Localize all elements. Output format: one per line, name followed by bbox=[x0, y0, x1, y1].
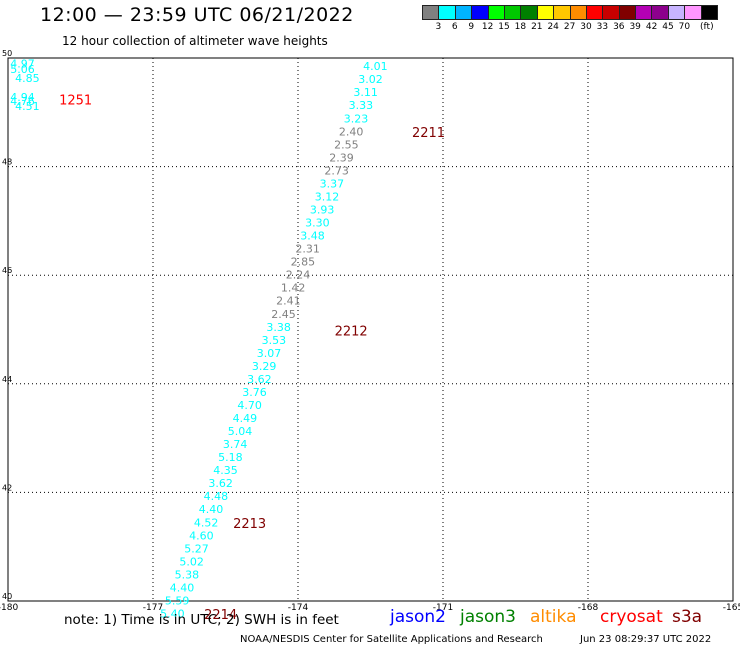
swh-value: 2.45 bbox=[271, 308, 296, 321]
pass-time-label: 2212 bbox=[335, 325, 368, 340]
swh-value: 3.76 bbox=[242, 386, 267, 399]
swh-value: 4.60 bbox=[189, 529, 214, 542]
swh-value: 1.42 bbox=[281, 282, 306, 295]
swh-value: 2.40 bbox=[339, 125, 364, 138]
swh-value: 4.48 bbox=[204, 490, 229, 503]
x-tick-label: -177 bbox=[143, 603, 163, 613]
swh-value: 5.38 bbox=[175, 568, 200, 581]
swh-value: 3.23 bbox=[344, 112, 369, 125]
colorbar-label: 36 bbox=[613, 22, 625, 32]
x-tick-label: -174 bbox=[288, 603, 309, 613]
swh-value: 3.93 bbox=[310, 203, 335, 216]
swh-value: 2.85 bbox=[291, 256, 316, 269]
swh-value: 5.59 bbox=[165, 594, 190, 607]
swh-value: 5.06 bbox=[10, 63, 35, 76]
y-tick-label: 48 bbox=[2, 158, 12, 167]
swh-value: 4.70 bbox=[237, 399, 262, 412]
footnote: note: 1) Time is in UTC; 2) SWH is in fe… bbox=[64, 612, 339, 628]
generated-timestamp: Jun 23 08:29:37 UTC 2022 bbox=[580, 634, 712, 645]
swh-value: 3.62 bbox=[247, 373, 272, 386]
y-tick-label: 50 bbox=[2, 49, 12, 58]
colorbar-label: 27 bbox=[563, 22, 576, 32]
swh-value: 3.11 bbox=[353, 86, 378, 99]
colorbar-label: 30 bbox=[580, 22, 592, 32]
swh-value: 3.53 bbox=[262, 334, 287, 347]
colorbar-label: 15 bbox=[498, 22, 510, 32]
credit-line: NOAA/NESDIS Center for Satellite Applica… bbox=[240, 634, 543, 645]
swh-value: 3.37 bbox=[320, 177, 345, 190]
swh-value: 5.02 bbox=[179, 555, 204, 568]
swh-value: 5.40 bbox=[160, 607, 185, 620]
swh-value: 4.94 bbox=[10, 91, 35, 104]
x-tick-label: -180 bbox=[0, 603, 18, 613]
swh-value: 4.40 bbox=[199, 503, 224, 516]
swh-value: 2.24 bbox=[286, 269, 311, 282]
pass-time-label: 2211 bbox=[412, 126, 445, 141]
swh-value: 3.33 bbox=[349, 99, 374, 112]
swh-colorbar bbox=[422, 5, 719, 20]
swh-value: 4.40 bbox=[170, 581, 195, 594]
swh-value: 4.76 bbox=[10, 95, 35, 108]
swh-colorbar-labels: 3 6 9 12 15 18 21 24 27 30 33 36 39 42 45 70 (ft) bbox=[422, 22, 740, 34]
pass-time-label: 2214 bbox=[204, 608, 237, 623]
swh-value: 4.52 bbox=[194, 516, 219, 529]
colorbar-swatch bbox=[700, 5, 719, 20]
swh-value: 2.39 bbox=[329, 151, 354, 164]
colorbar-label: 3 bbox=[435, 22, 442, 32]
colorbar-label: 12 bbox=[481, 22, 494, 32]
swh-value: 3.30 bbox=[305, 217, 330, 230]
colorbar-label: 21 bbox=[531, 22, 543, 32]
pass-time-label: 2213 bbox=[233, 517, 266, 532]
x-tick-label: -168 bbox=[578, 603, 599, 613]
legend-altika: altika bbox=[530, 607, 577, 627]
y-tick-label: 42 bbox=[2, 483, 12, 492]
colorbar-label: 18 bbox=[514, 22, 527, 32]
y-tick-label: 40 bbox=[2, 592, 12, 601]
legend-cryosat: cryosat bbox=[600, 607, 663, 627]
colorbar-label: 24 bbox=[547, 22, 559, 32]
y-tick-label: 44 bbox=[2, 375, 12, 384]
swh-value: 3.02 bbox=[358, 73, 383, 86]
colorbar-label: 45 bbox=[662, 22, 674, 32]
swh-value: 3.29 bbox=[252, 360, 277, 373]
swh-value: 3.48 bbox=[300, 230, 325, 243]
swh-value: 2.41 bbox=[276, 295, 301, 308]
swh-value: 4.35 bbox=[213, 464, 238, 477]
swh-value: 4.01 bbox=[363, 60, 388, 73]
colorbar-label: 6 bbox=[451, 22, 458, 32]
colorbar-label: 42 bbox=[645, 22, 658, 32]
swh-value: 2.55 bbox=[334, 138, 359, 151]
colorbar-label: 33 bbox=[596, 22, 609, 32]
swh-value: 3.07 bbox=[257, 347, 282, 360]
x-tick-label: -171 bbox=[433, 603, 453, 613]
legend-jason3: jason3 bbox=[460, 607, 516, 627]
colorbar-label: (ft) bbox=[700, 22, 714, 32]
chart-title: 12:00 — 23:59 UTC 06/21/2022 bbox=[40, 4, 354, 26]
swh-value: 5.27 bbox=[184, 542, 209, 555]
swh-value: 2.31 bbox=[295, 243, 320, 256]
legend-jason2: jason2 bbox=[390, 607, 446, 627]
swh-value: 4.49 bbox=[233, 412, 258, 425]
swh-value: 4.97 bbox=[10, 57, 35, 70]
swh-value: 4.85 bbox=[15, 72, 40, 85]
chart-subtitle: 12 hour collection of altimeter wave hei… bbox=[62, 34, 328, 48]
swh-value: 3.74 bbox=[223, 438, 248, 451]
colorbar-label: 70 bbox=[678, 22, 691, 32]
swh-value: 3.12 bbox=[315, 190, 340, 203]
swh-value: 5.04 bbox=[228, 425, 253, 438]
colorbar-label: 9 bbox=[468, 22, 475, 32]
pass-time-label: 1251 bbox=[59, 93, 92, 108]
swh-value: 4.51 bbox=[15, 100, 40, 113]
x-tick-label: -165 bbox=[723, 603, 740, 613]
swh-value: 3.62 bbox=[208, 477, 233, 490]
y-tick-label: 46 bbox=[2, 266, 12, 275]
plot-frame bbox=[7, 57, 734, 602]
swh-value: 5.18 bbox=[218, 451, 243, 464]
colorbar-label: 39 bbox=[629, 22, 641, 32]
swh-value: 2.73 bbox=[324, 164, 349, 177]
swh-value: 3.38 bbox=[266, 321, 291, 334]
legend-s3a: s3a bbox=[672, 607, 703, 627]
